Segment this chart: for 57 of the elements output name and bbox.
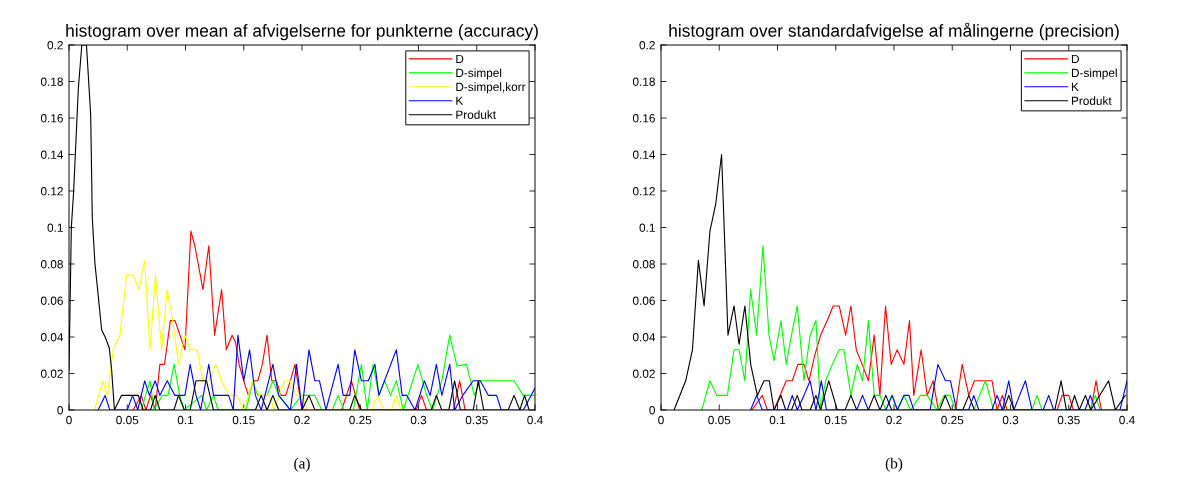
y-tick-label: 0.2 xyxy=(639,41,655,50)
line-series xyxy=(94,259,402,410)
x-tick-label: 0.15 xyxy=(824,415,847,425)
x-tick-label: 0.1 xyxy=(769,415,786,425)
x-tick-label: 0.25 xyxy=(941,415,964,425)
y-tick-label: 0.1 xyxy=(639,223,655,232)
y-tick-label: 0.08 xyxy=(40,260,63,269)
legend-label: K xyxy=(456,96,464,105)
legend-label: D-simpel,korr xyxy=(456,82,526,94)
legend-label: D-simpel xyxy=(456,68,502,80)
x-tick-label: 0.25 xyxy=(349,415,372,425)
x-tick-label: 0.3 xyxy=(1002,415,1019,425)
x-tick-label: 0 xyxy=(658,415,664,425)
y-tick-label: 0 xyxy=(649,406,655,415)
x-tick-label: 0.15 xyxy=(232,415,255,425)
y-tick-label: 0.2 xyxy=(47,41,63,50)
text: (b) xyxy=(885,457,903,472)
x-tick-label: 0.2 xyxy=(294,415,310,425)
y-tick-label: 0.16 xyxy=(632,114,655,123)
y-tick-label: 0.12 xyxy=(632,187,655,196)
x-tick-label: 0.3 xyxy=(410,415,427,425)
legend-label: D xyxy=(1071,54,1079,63)
y-tick-label: 0.18 xyxy=(40,77,63,86)
x-tick-label: 0.35 xyxy=(1057,415,1080,425)
text: (a) xyxy=(294,457,310,472)
x-tick-label: 0.05 xyxy=(708,415,731,425)
x-tick-label: 0 xyxy=(66,415,72,425)
legend-label: D xyxy=(456,54,464,63)
x-tick-label: 0.4 xyxy=(527,415,543,425)
y-tick-label: 0.04 xyxy=(632,333,656,342)
y-tick-label: 0.02 xyxy=(632,369,655,378)
y-tick-label: 0.06 xyxy=(40,296,63,305)
y-tick-label: 0.04 xyxy=(40,333,64,342)
line-series xyxy=(132,230,466,410)
x-tick-label: 0.2 xyxy=(886,415,902,425)
y-tick-label: 0.02 xyxy=(40,369,63,378)
chart-title: histogram over standardafvigelse af målingerne (precision) xyxy=(669,22,1119,41)
line-series xyxy=(751,305,1102,410)
y-tick-label: 0.12 xyxy=(40,187,63,196)
x-tick-label: 0.4 xyxy=(1119,415,1135,425)
y-tick-label: 0 xyxy=(57,406,63,415)
x-tick-label: 0.05 xyxy=(116,415,139,425)
x-tick-label: 0.35 xyxy=(465,415,488,425)
chart-title: histogram over mean af afvigelserne for punkterne (accuracy) xyxy=(66,24,538,41)
y-tick-label: 0.14 xyxy=(40,150,64,159)
y-tick-label: 0.16 xyxy=(40,114,63,123)
y-tick-label: 0.08 xyxy=(632,260,655,269)
legend-label: K xyxy=(1071,82,1079,91)
x-tick-label: 0.1 xyxy=(177,415,194,425)
y-tick-label: 0.14 xyxy=(632,150,656,159)
y-tick-label: 0.06 xyxy=(632,296,655,305)
y-tick-label: 0.1 xyxy=(47,223,63,232)
line-series xyxy=(701,245,1101,410)
legend-label: Produkt xyxy=(456,110,496,119)
legend-label: D-simpel xyxy=(1071,68,1117,80)
legend-label: Produkt xyxy=(1071,96,1112,105)
y-tick-label: 0.18 xyxy=(632,77,655,86)
